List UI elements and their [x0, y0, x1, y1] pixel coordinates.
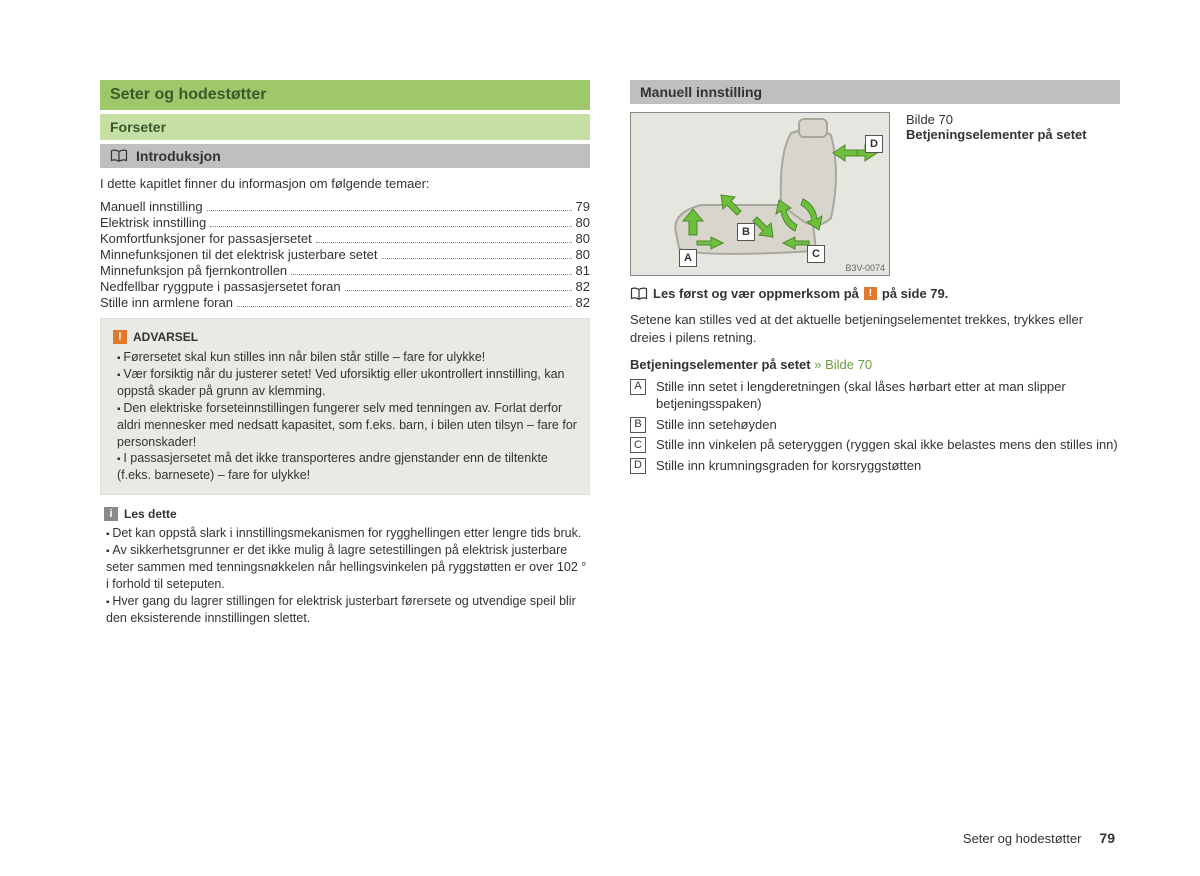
controls-heading: Betjeningselementer på setet » Bilde 70: [630, 356, 1120, 374]
toc-page: 82: [576, 295, 590, 310]
warning-item: Vær forsiktig når du justerer setet! Ved…: [113, 366, 577, 400]
control-text: Stille inn vinkelen på seteryggen (rygge…: [656, 436, 1118, 454]
toc-leader: [210, 226, 571, 227]
toc-row: Nedfellbar ryggpute i passasjersetet for…: [100, 279, 590, 294]
page-footer: Seter og hodestøtter 79: [963, 830, 1115, 846]
warning-title-row: ! ADVARSEL: [113, 329, 577, 345]
figure-row: A B C D B3V-0074 Bilde 70 Betjeningselem…: [630, 112, 1120, 276]
toc-leader: [207, 210, 572, 211]
toc-row: Elektrisk innstilling 80: [100, 215, 590, 230]
note-item: Hver gang du lagrer stillingen for elekt…: [102, 593, 588, 627]
toc-page: 79: [576, 199, 590, 214]
figure-number: Bilde 70: [906, 112, 953, 127]
toc-label: Minnefunksjonen til det elektrisk juster…: [100, 247, 377, 262]
warning-item: I passasjersetet må det ikke transporter…: [113, 450, 577, 484]
control-row: A Stille inn setet i lengderetningen (ska…: [630, 378, 1120, 413]
figure-label-b: B: [737, 223, 755, 241]
controls-heading-link: » Bilde 70: [814, 357, 872, 372]
control-row: D Stille inn krumningsgraden for korsrygg…: [630, 457, 1120, 475]
topic-title: Manuell innstilling: [640, 84, 762, 100]
intro-text: I dette kapitlet finner du informasjon o…: [100, 176, 590, 191]
toc-label: Komfortfunksjoner for passasjersetet: [100, 231, 312, 246]
book-icon: [630, 287, 648, 301]
toc-row: Minnefunksjonen til det elektrisk juster…: [100, 247, 590, 262]
toc: Manuell innstilling79Elektrisk innstilli…: [100, 199, 590, 310]
note-title: Les dette: [124, 507, 177, 521]
toc-leader: [345, 290, 572, 291]
left-column: Seter og hodestøtter Forseter Introduksj…: [100, 80, 590, 626]
topic-header-intro: Introduksjon: [100, 144, 590, 168]
toc-label: Manuell innstilling: [100, 199, 203, 214]
toc-leader: [237, 306, 572, 307]
control-key: A: [630, 379, 646, 395]
control-key: C: [630, 437, 646, 453]
read-first-line: Les først og vær oppmerksom på ! på side…: [630, 286, 1120, 301]
control-key: D: [630, 458, 646, 474]
control-row: B Stille inn setehøyden: [630, 416, 1120, 434]
toc-label: Elektrisk innstilling: [100, 215, 206, 230]
topic-title: Introduksjon: [136, 148, 221, 164]
note-item: Av sikkerhetsgrunner er det ikke mulig å…: [102, 542, 588, 593]
controls-heading-a: Betjeningselementer på setet: [630, 357, 811, 372]
warning-title: ADVARSEL: [133, 329, 198, 345]
warning-icon: !: [113, 330, 127, 344]
toc-label: Nedfellbar ryggpute i passasjersetet for…: [100, 279, 341, 294]
figure-image: A B C D B3V-0074: [630, 112, 890, 276]
instruction-text: Setene kan stilles ved at det aktuelle b…: [630, 311, 1120, 346]
figure-code: B3V-0074: [845, 263, 885, 273]
warning-item: Førersetet skal kun stilles inn når bile…: [113, 349, 577, 366]
figure-label-c: C: [807, 245, 825, 263]
ref-suffix: på side 79.: [882, 286, 948, 301]
ref-prefix: Les først og vær oppmerksom på: [653, 286, 859, 301]
toc-label: Minnefunksjon på fjernkontrollen: [100, 263, 287, 278]
figure-caption-text: Betjeningselementer på setet: [906, 127, 1087, 142]
toc-row: Komfortfunksjoner for passasjersetet 80: [100, 231, 590, 246]
toc-page: 80: [576, 215, 590, 230]
note-title-row: i Les dette: [104, 507, 590, 521]
section-title: Seter og hodestøtter: [100, 80, 590, 110]
toc-leader: [316, 242, 572, 243]
control-row: C Stille inn vinkelen på seteryggen (rygg…: [630, 436, 1120, 454]
toc-leader: [381, 258, 571, 259]
toc-page: 82: [576, 279, 590, 294]
subsection-title: Forseter: [100, 114, 590, 140]
topic-header-manual: Manuell innstilling: [630, 80, 1120, 104]
note-body: Det kan oppstå slark i innstillingsmekan…: [100, 525, 590, 626]
control-text: Stille inn krumningsgraden for korsryggs…: [656, 457, 921, 475]
toc-row: Manuell innstilling 79: [100, 199, 590, 214]
warning-box: ! ADVARSEL Førersetet skal kun stilles i…: [100, 318, 590, 495]
control-key: B: [630, 417, 646, 433]
toc-page: 80: [576, 231, 590, 246]
book-icon: [110, 149, 128, 163]
toc-row: Minnefunksjon på fjernkontrollen 81: [100, 263, 590, 278]
note-item: Det kan oppstå slark i innstillingsmekan…: [102, 525, 588, 542]
figure-label-a: A: [679, 249, 697, 267]
toc-page: 80: [576, 247, 590, 262]
footer-section: Seter og hodestøtter: [963, 831, 1082, 846]
footer-page-number: 79: [1099, 830, 1115, 846]
info-icon: i: [104, 507, 118, 521]
toc-leader: [291, 274, 571, 275]
right-column: Manuell innstilling: [630, 80, 1120, 626]
warning-item: Den elektriske forseteinnstillingen fung…: [113, 400, 577, 451]
toc-page: 81: [576, 263, 590, 278]
control-text: Stille inn setet i lengderetningen (skal…: [656, 378, 1120, 413]
warning-icon: !: [864, 287, 877, 300]
figure-caption: Bilde 70 Betjeningselementer på setet: [906, 112, 1087, 276]
toc-label: Stille inn armlene foran: [100, 295, 233, 310]
page-columns: Seter og hodestøtter Forseter Introduksj…: [100, 80, 1120, 626]
toc-row: Stille inn armlene foran 82: [100, 295, 590, 310]
controls-list: A Stille inn setet i lengderetningen (ska…: [630, 378, 1120, 475]
figure-label-d: D: [865, 135, 883, 153]
control-text: Stille inn setehøyden: [656, 416, 777, 434]
seat-illustration: [631, 113, 890, 276]
